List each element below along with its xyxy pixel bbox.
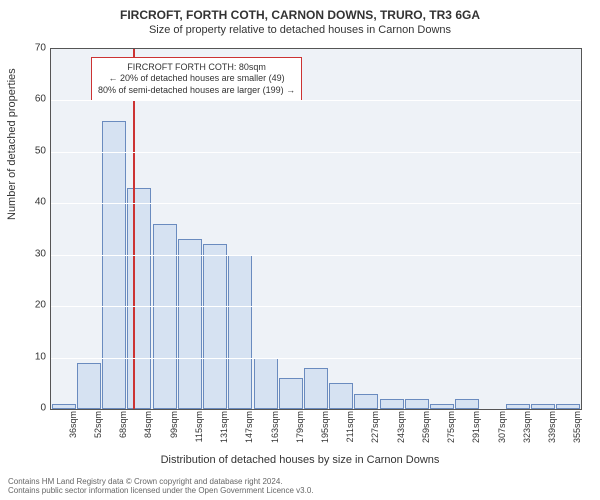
histogram-bar: [228, 255, 252, 409]
gridline: [51, 358, 581, 359]
x-axis-label: Distribution of detached houses by size …: [0, 454, 600, 466]
y-tick-label: 40: [30, 197, 46, 208]
x-tick-label: 259sqm: [421, 411, 431, 457]
histogram-bar: [380, 399, 404, 409]
x-tick-label: 195sqm: [320, 411, 330, 457]
chart-title: FIRCROFT, FORTH COTH, CARNON DOWNS, TRUR…: [0, 0, 600, 22]
x-tick-label: 243sqm: [396, 411, 406, 457]
footer-line: Contains HM Land Registry data © Crown c…: [8, 477, 314, 487]
x-tick-label: 275sqm: [446, 411, 456, 457]
histogram-bar: [354, 394, 378, 409]
x-tick-label: 84sqm: [143, 411, 153, 457]
x-tick-label: 36sqm: [68, 411, 78, 457]
x-tick-label: 355sqm: [572, 411, 582, 457]
gridline: [51, 203, 581, 204]
attribution-footer: Contains HM Land Registry data © Crown c…: [8, 477, 314, 496]
y-tick-label: 70: [30, 43, 46, 54]
histogram-bar: [405, 399, 429, 409]
histogram-bar: [531, 404, 555, 409]
annotation-line: ← 20% of detached houses are smaller (49…: [98, 73, 295, 84]
x-tick-label: 68sqm: [118, 411, 128, 457]
x-tick-label: 99sqm: [169, 411, 179, 457]
x-tick-label: 291sqm: [471, 411, 481, 457]
histogram-bar: [430, 404, 454, 409]
x-tick-label: 227sqm: [370, 411, 380, 457]
annotation-line: 80% of semi-detached houses are larger (…: [98, 85, 295, 96]
histogram-bar: [556, 404, 580, 409]
x-tick-label: 115sqm: [194, 411, 204, 457]
annotation-box: FIRCROFT FORTH COTH: 80sqm ← 20% of deta…: [91, 57, 302, 101]
x-tick-label: 179sqm: [295, 411, 305, 457]
annotation-line: FIRCROFT FORTH COTH: 80sqm: [98, 62, 295, 73]
gridline: [51, 100, 581, 101]
y-tick-label: 10: [30, 351, 46, 362]
y-tick-label: 30: [30, 248, 46, 259]
x-tick-label: 211sqm: [345, 411, 355, 457]
histogram-bar: [153, 224, 177, 409]
gridline: [51, 152, 581, 153]
x-tick-label: 307sqm: [497, 411, 507, 457]
histogram-bar: [279, 378, 303, 409]
histogram-bar: [77, 363, 101, 409]
footer-line: Contains public sector information licen…: [8, 486, 314, 496]
histogram-bar: [178, 239, 202, 409]
gridline: [51, 255, 581, 256]
x-tick-label: 147sqm: [244, 411, 254, 457]
x-tick-label: 339sqm: [547, 411, 557, 457]
y-axis-label: Number of detached properties: [6, 68, 18, 220]
histogram-bar: [304, 368, 328, 409]
histogram-bar: [254, 358, 278, 409]
x-tick-label: 131sqm: [219, 411, 229, 457]
histogram-bar: [506, 404, 530, 409]
x-tick-label: 323sqm: [522, 411, 532, 457]
histogram-bar: [52, 404, 76, 409]
chart-subtitle: Size of property relative to detached ho…: [0, 22, 600, 36]
y-tick-label: 50: [30, 145, 46, 156]
y-tick-label: 20: [30, 300, 46, 311]
histogram-bar: [102, 121, 126, 409]
chart-container: FIRCROFT, FORTH COTH, CARNON DOWNS, TRUR…: [0, 0, 600, 500]
histogram-bar: [329, 383, 353, 409]
bars-layer: [51, 49, 581, 409]
histogram-bar: [203, 244, 227, 409]
x-tick-label: 163sqm: [270, 411, 280, 457]
plot-area: FIRCROFT FORTH COTH: 80sqm ← 20% of deta…: [50, 48, 582, 410]
histogram-bar: [127, 188, 151, 409]
y-tick-label: 60: [30, 94, 46, 105]
x-tick-label: 52sqm: [93, 411, 103, 457]
gridline: [51, 306, 581, 307]
histogram-bar: [455, 399, 479, 409]
y-tick-label: 0: [30, 403, 46, 414]
property-marker-line: [133, 49, 135, 409]
